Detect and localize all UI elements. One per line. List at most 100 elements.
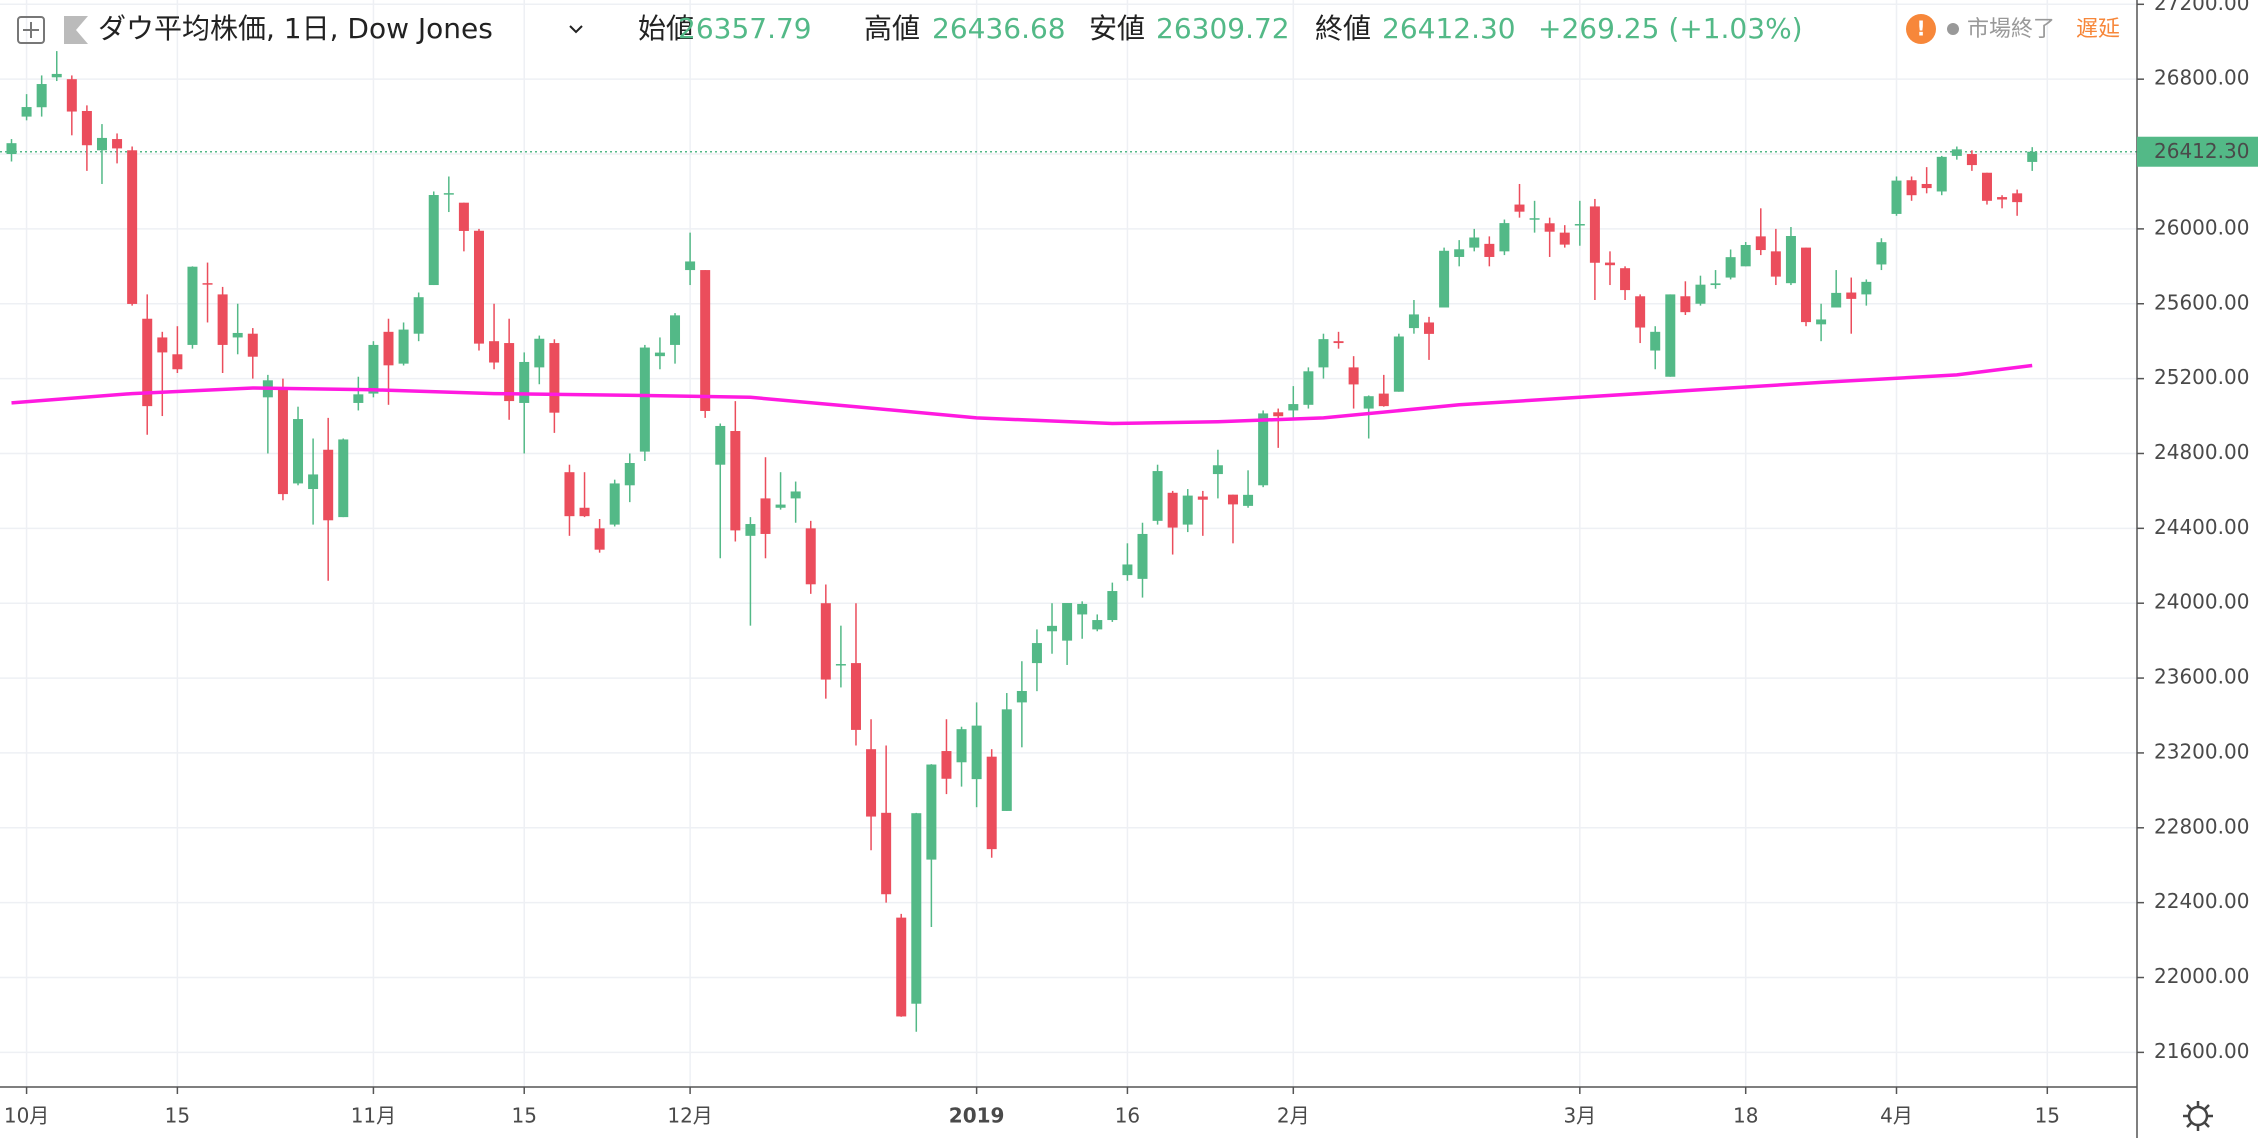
ohlc-label: 始値 [638, 12, 694, 45]
x-tick-label: 3月 [1563, 1104, 1596, 1128]
candle-body [127, 150, 138, 304]
candle-body [293, 419, 304, 484]
candle-body [473, 230, 484, 344]
candle-body [1680, 296, 1691, 313]
header-icons: ! [17, 14, 1959, 44]
candle-body [986, 756, 997, 850]
candle-body [1137, 533, 1148, 579]
candle-body [1906, 180, 1917, 196]
x-tick-label: 2月 [1277, 1104, 1310, 1128]
candle-body [247, 333, 258, 357]
add-icon[interactable] [17, 16, 45, 44]
candle-body [805, 528, 816, 585]
x-tick-label: 15 [2035, 1104, 2060, 1128]
candle-body [670, 315, 681, 345]
candle-body [353, 394, 364, 403]
candle-body [6, 143, 17, 155]
x-tick-label: 15 [165, 1104, 190, 1128]
candle-body [1861, 281, 1872, 295]
candle-body [1801, 247, 1812, 323]
candle-body [81, 110, 92, 146]
candle-body [1816, 319, 1827, 325]
ohlc-value: 26309.72 [1156, 12, 1290, 45]
candle-body [1393, 336, 1404, 392]
y-tick-label: 26800.00 [2154, 66, 2249, 90]
delay: 遅延 [2076, 17, 2120, 42]
candle-body [1469, 237, 1480, 248]
candle-body [1047, 625, 1058, 632]
candle-body [1016, 690, 1027, 703]
candle-body [564, 472, 575, 517]
candle-body [881, 812, 892, 895]
candle-body [428, 195, 439, 286]
candle-body [685, 261, 696, 271]
candle-body [1921, 183, 1932, 189]
candle-body [549, 343, 560, 413]
candle-body [383, 331, 394, 366]
candle-body [1725, 257, 1736, 278]
candle-body [624, 463, 635, 486]
candle-body [956, 729, 967, 763]
candle-body [1876, 242, 1887, 265]
candle-body [1589, 206, 1600, 263]
candle-body [1484, 243, 1495, 257]
x-tick-label: 15 [511, 1104, 536, 1128]
moving-average-line [11, 363, 2033, 426]
flag-icon [64, 16, 88, 44]
candle-body [866, 749, 877, 817]
candle-body [1197, 496, 1208, 500]
candle-body [142, 318, 153, 407]
candle-body [1363, 396, 1374, 409]
candle-body [1152, 471, 1163, 521]
candle-body [1333, 341, 1344, 344]
candle-body [157, 337, 168, 353]
candle-body [609, 483, 620, 525]
x-tick-label: 4月 [1880, 1104, 1913, 1128]
candle-body [1499, 223, 1510, 252]
x-tick-label: 18 [1733, 1104, 1758, 1128]
candle-body [1981, 172, 1992, 201]
candle-body [368, 344, 379, 394]
candle-body [715, 425, 726, 465]
candle-body [654, 352, 665, 357]
last-price-label: 26412.30 [2154, 139, 2249, 163]
x-tick-label: 2019 [949, 1104, 1005, 1128]
candle-body [1303, 371, 1314, 405]
candle-body [308, 474, 319, 490]
candle-body [232, 332, 243, 338]
y-tick-label: 23600.00 [2154, 665, 2249, 689]
candle-body [850, 663, 861, 730]
candle-body [1107, 591, 1118, 621]
candle-body [896, 917, 907, 1017]
y-tick-label: 22800.00 [2154, 814, 2249, 838]
candle-body [217, 294, 228, 345]
settings-icon[interactable] [2183, 1101, 2213, 1131]
candle-body [1122, 564, 1133, 576]
candle-body [1408, 314, 1419, 329]
candle-body [338, 439, 349, 518]
candle-body [1378, 393, 1389, 407]
candle-body [1574, 224, 1585, 226]
candle-body [413, 297, 424, 334]
candle-body [1182, 495, 1193, 525]
candle-body [1273, 412, 1284, 417]
candle-body [1936, 156, 1947, 192]
candle-body [1891, 180, 1902, 214]
candle-body [941, 751, 952, 779]
candle-body [775, 504, 786, 508]
warning-icon[interactable] [1906, 14, 1936, 44]
candle-body [519, 361, 530, 403]
y-tick-label: 24000.00 [2154, 590, 2249, 614]
candle-body [504, 343, 515, 402]
candle-body [1966, 154, 1977, 166]
ohlc-value: 26436.68 [932, 12, 1066, 45]
y-tick-label: 27200.00 [2154, 0, 2249, 15]
candle-body [443, 193, 454, 195]
last-price-box [2137, 136, 2258, 167]
candle-body [51, 73, 62, 78]
x-tick-label: 11月 [351, 1104, 396, 1128]
candle-body [1439, 250, 1450, 308]
candle-body [700, 270, 711, 411]
candle-body [277, 387, 288, 495]
